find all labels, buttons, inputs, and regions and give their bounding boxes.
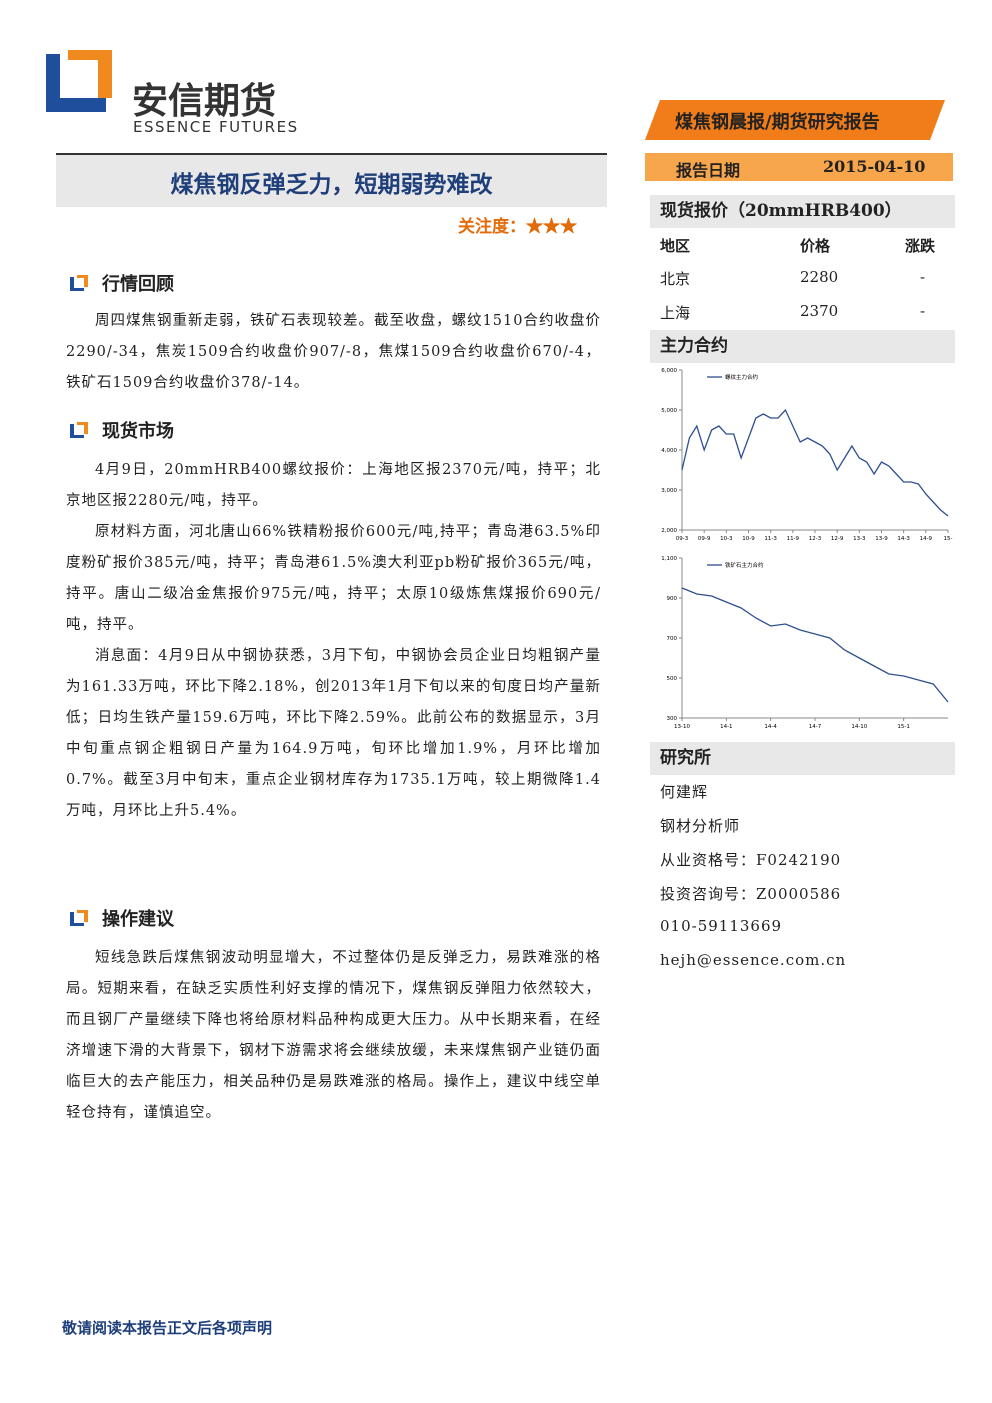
x-tick-label: 13-10 — [674, 724, 690, 730]
contracts-title: 主力合约 — [650, 330, 955, 363]
table-header: 地区 — [660, 237, 691, 255]
research-line: 钢材分析师 — [660, 817, 741, 835]
x-tick-label: 14-10 — [851, 724, 867, 730]
chart: 300 500 700 900 1,100 13-10 14-1 14-4 14-7 14-10 1… — [661, 556, 949, 730]
legend-label: 铁矿石主力合约 — [725, 561, 764, 569]
banner — [645, 100, 945, 140]
x-tick-label: 14-7 — [809, 724, 822, 730]
y-tick-label: 5,000 — [661, 408, 677, 414]
title-box — [56, 153, 607, 207]
x-tick-label: 13-3 — [853, 536, 866, 542]
line — [681, 408, 949, 517]
table-cell: 上海 — [660, 304, 691, 322]
heading-text: 行情回顾 — [102, 274, 174, 295]
paragraph: 周四煤焦钢重新走弱，铁矿石表现较差。截至收盘，螺纹1510合约收盘价2290/-… — [66, 313, 601, 391]
title: 煤焦钢反弹乏力，短期弱势难改 — [170, 171, 493, 198]
y-tick-label: 3,000 — [661, 488, 677, 494]
x-tick-label: 15-1 — [897, 724, 909, 730]
y-tick-label: 900 — [667, 596, 678, 602]
table-cell: 2370 — [800, 302, 839, 320]
y-tick-label: 500 — [667, 676, 678, 682]
logo-mark — [46, 46, 112, 112]
line — [681, 587, 949, 703]
date: 2015-04-10 — [823, 157, 926, 176]
heading-icon — [70, 421, 88, 438]
x-tick-label: 14-4 — [764, 724, 777, 730]
heading-icon — [70, 274, 88, 291]
legend-label: 螺纹主力合约 — [725, 373, 759, 381]
y-tick-label: 2,000 — [661, 528, 677, 534]
section-body: 4月9日，20mmHRB400螺纹报价：上海地区报2370元/吨，持平；北京地区… — [66, 455, 601, 827]
x-tick-label: 14-1 — [720, 724, 732, 730]
chart: 2,000 3,000 4,000 5,000 6,000 09-3 09-9 10-3 10-… — [661, 368, 953, 542]
section-body: 短线急跌后煤焦钢波动明显增大，不过整体仍是反弹乏力，易跌难涨的格局。短期来看，在… — [66, 943, 601, 1129]
table-cell: 2280 — [800, 268, 839, 286]
paragraph: 4月9日，20mmHRB400螺纹报价：上海地区报2370元/吨，持平；北京地区… — [66, 462, 601, 509]
section-body: 周四煤焦钢重新走弱，铁矿石表现较差。截至收盘，螺纹1510合约收盘价2290/-… — [66, 306, 601, 399]
research-line: hejh@essence.com.cn — [660, 951, 847, 969]
section-heading: 行情回顾 — [70, 270, 174, 296]
research-line: 010-59113669 — [660, 917, 783, 935]
research-title: 研究所 — [650, 742, 955, 775]
y-tick-label: 4,000 — [661, 448, 677, 454]
x-tick-label: 12-3 — [809, 536, 822, 542]
logo-en: ESSENCE FUTURES — [133, 118, 299, 136]
x-tick-label: 09-9 — [698, 536, 711, 542]
footer: 敬请阅读本报告正文后各项声明 — [62, 1319, 273, 1337]
heading-text: 现货市场 — [102, 421, 174, 442]
research-line: 投资咨询号：Z0000586 — [660, 885, 842, 903]
attention: 关注度：★★★ — [458, 217, 577, 237]
x-tick-label: 15- — [944, 536, 953, 542]
date-label: 报告日期 — [676, 161, 741, 180]
table-header: 价格 — [800, 237, 831, 255]
y-tick-label: 1,100 — [661, 556, 677, 562]
paragraph: 消息面：4月9日从中钢协获悉，3月下旬，中钢协会员企业日均粗钢产量为161.33… — [66, 648, 601, 819]
y-tick-label: 300 — [667, 716, 678, 722]
x-tick-label: 10-3 — [720, 536, 733, 542]
x-tick-label: 14-9 — [920, 536, 933, 542]
paragraph: 短线急跌后煤焦钢波动明显增大，不过整体仍是反弹乏力，易跌难涨的格局。短期来看，在… — [66, 950, 601, 1121]
heading-icon — [70, 909, 88, 926]
x-tick-label: 11-3 — [764, 536, 777, 542]
table-cell: 北京 — [660, 270, 691, 288]
research-line: 何建辉 — [660, 783, 709, 801]
logo-cn: 安信期货 — [132, 81, 277, 122]
research-line: 从业资格号：F0242190 — [660, 851, 842, 869]
date-bar — [645, 153, 953, 181]
y-tick-label: 6,000 — [661, 368, 677, 374]
section-heading: 现货市场 — [70, 417, 174, 443]
x-tick-label: 10-9 — [742, 536, 755, 542]
table-cell: - — [920, 302, 926, 320]
spot-title: 现货报价（20mmHRB400） — [650, 195, 955, 228]
table-cell: - — [920, 268, 926, 286]
x-tick-label: 11-9 — [787, 536, 800, 542]
report-type: 煤焦钢晨报/期货研究报告 — [675, 112, 880, 133]
x-tick-label: 14-3 — [897, 536, 910, 542]
table-header: 涨跌 — [905, 237, 936, 255]
x-tick-label: 09-3 — [676, 536, 689, 542]
section-heading: 操作建议 — [70, 905, 174, 931]
paragraph: 原材料方面，河北唐山66%铁精粉报价600元/吨,持平；青岛港63.5%印度粉矿… — [66, 524, 601, 633]
x-tick-label: 12-9 — [831, 536, 844, 542]
x-tick-label: 13-9 — [875, 536, 888, 542]
heading-text: 操作建议 — [102, 909, 174, 930]
y-tick-label: 700 — [667, 636, 678, 642]
